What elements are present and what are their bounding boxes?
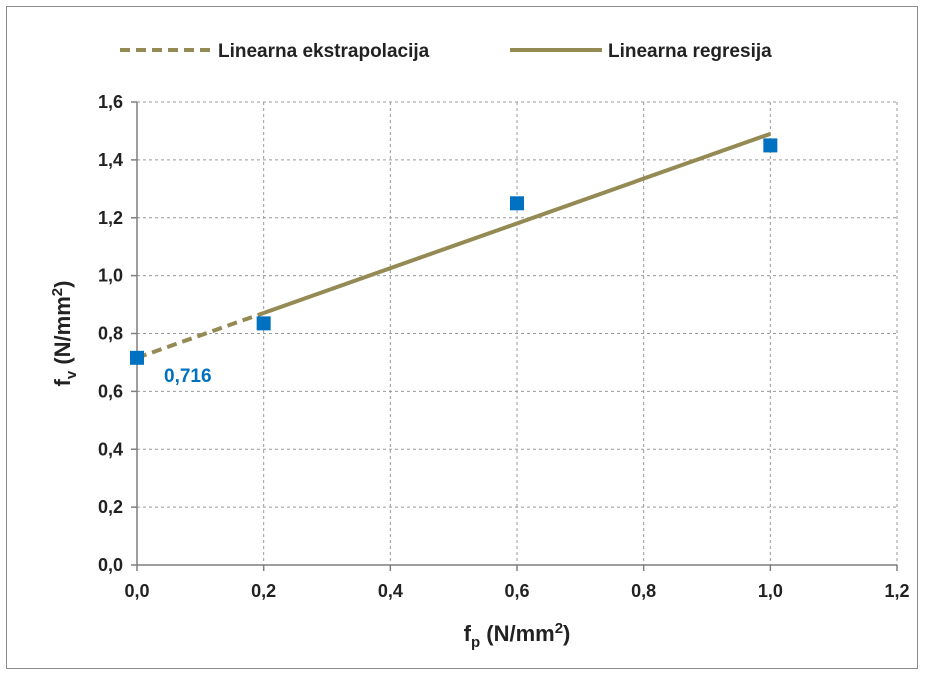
y-axis-title: fv (N/mm2) <box>49 281 80 387</box>
x-tick-label: 1,0 <box>758 581 783 601</box>
y-tick-label: 1,4 <box>98 150 123 170</box>
y-tick-label: 1,6 <box>98 92 123 112</box>
y-tick-label: 0,0 <box>98 555 123 575</box>
x-axis-title: fp (N/mm2) <box>464 620 571 651</box>
y-tick-label: 1,2 <box>98 208 123 228</box>
data-point <box>510 196 524 211</box>
y-tick-label: 0,6 <box>98 381 123 401</box>
labels-layer: 0,716 fp (N/mm2) fv (N/mm2) <box>49 281 570 651</box>
data-label: 0,716 <box>164 366 212 387</box>
y-tick-label: 1,0 <box>98 266 123 286</box>
legend-label: Linearna ekstrapolacija <box>218 41 430 62</box>
chart-frame <box>6 6 918 669</box>
regression-line <box>263 131 771 315</box>
y-tick-label: 0,2 <box>98 497 123 517</box>
x-tick-label: 0,8 <box>631 581 656 601</box>
data-point <box>256 316 271 331</box>
x-tick-label: 0,2 <box>251 581 276 601</box>
data-point <box>130 350 144 365</box>
legend-layer: Linearna ekstrapolacija Linearna regresij… <box>120 41 772 62</box>
x-tick-label: 0,4 <box>378 581 403 601</box>
x-tick-label: 0,6 <box>504 581 529 601</box>
extrapolation-line <box>136 311 265 360</box>
legend-label: Linearna regresija <box>608 41 772 62</box>
y-tick-label: 0,8 <box>98 324 123 344</box>
grid-layer <box>137 101 898 565</box>
x-tick-label: 0,0 <box>124 581 149 601</box>
y-tick-label: 0,4 <box>98 439 123 459</box>
data-point <box>763 138 778 153</box>
series-layer <box>130 131 778 365</box>
axes-layer: 0,0 0,2 0,4 0,6 0,8 1,0 1,2 0,0 0,2 0,4 0,6 0,8 1,0 1… <box>98 92 910 601</box>
x-tick-label: 1,2 <box>884 581 909 601</box>
